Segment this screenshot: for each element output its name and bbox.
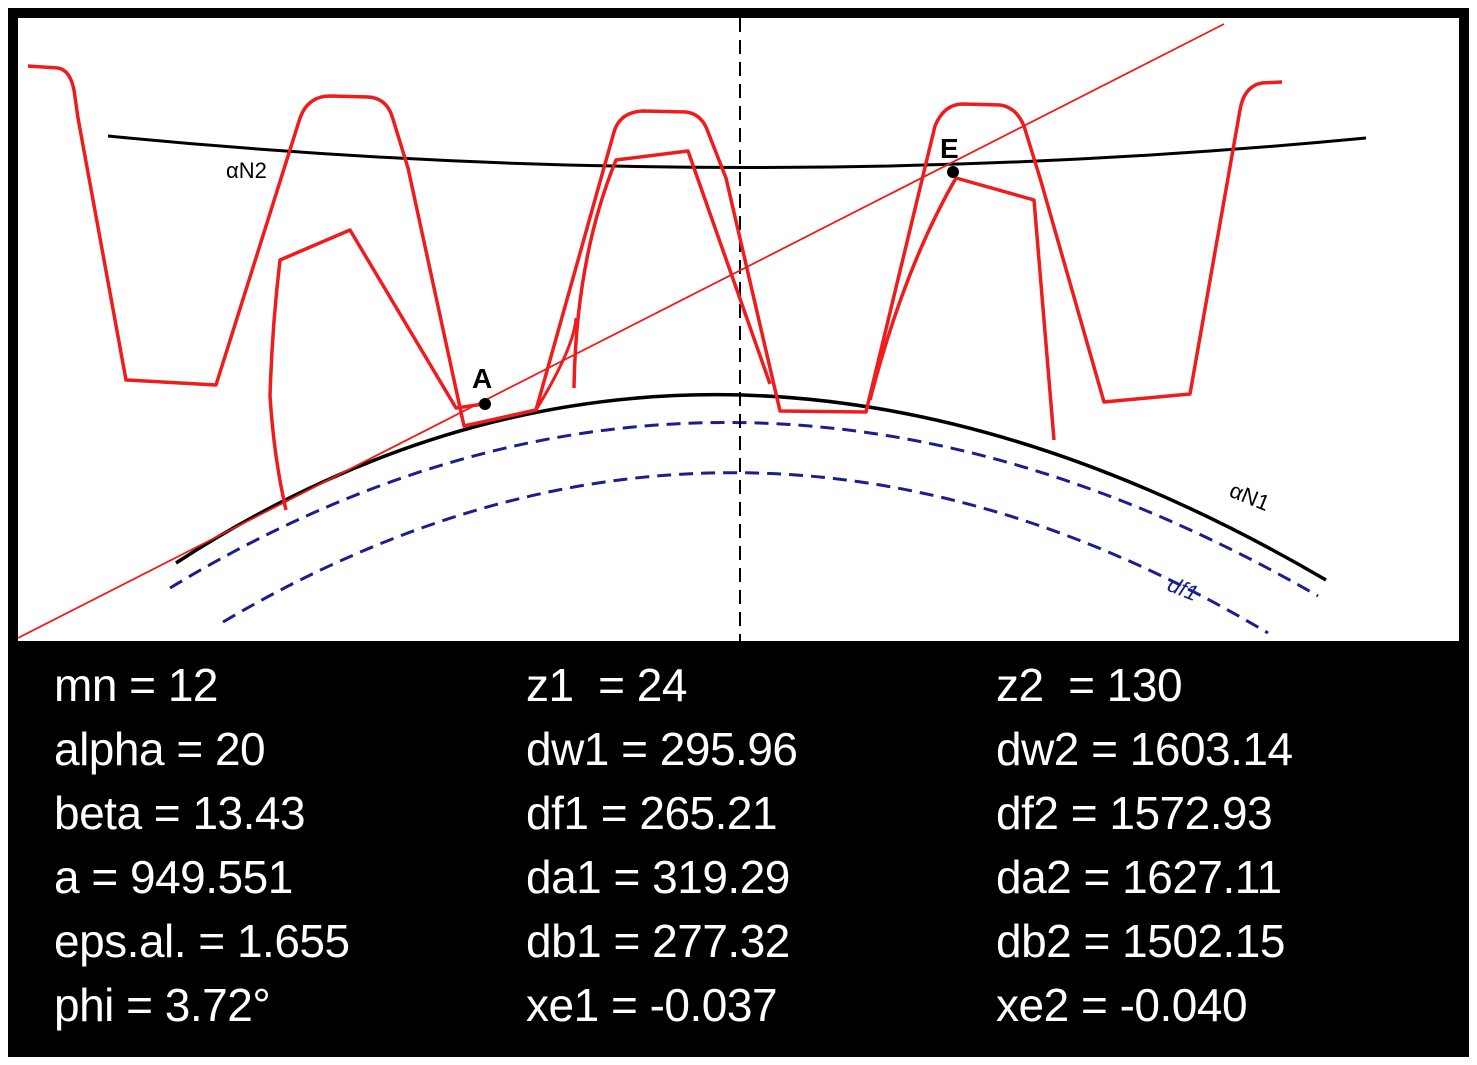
- params-column-1: mn = 12 alpha = 20 beta = 13.43 a = 949.…: [54, 653, 350, 1037]
- param-a: a = 949.551: [54, 851, 293, 903]
- contact-point-e: [947, 166, 959, 178]
- gear1-tooth-2: [572, 149, 772, 389]
- param-dw2: dw2 = 1603.14: [996, 723, 1293, 775]
- gear1-tooth-3: [868, 176, 1056, 441]
- root-circle-df1: [222, 471, 1269, 635]
- gear1-tooth-1: [268, 228, 485, 410]
- param-eps-al: eps.al. = 1.655: [54, 915, 350, 967]
- params-column-2: z1 = 24 dw1 = 295.96 df1 = 265.21 da1 = …: [526, 653, 798, 1037]
- label-point-a: A: [472, 363, 492, 394]
- param-beta: beta = 13.43: [54, 787, 306, 839]
- dashed-circle-inner: [169, 421, 1319, 598]
- param-da2: da2 = 1627.11: [996, 851, 1282, 903]
- gear-mesh-diagram: αN2 A E αN1 df1: [18, 18, 1459, 641]
- diagram-canvas: αN2 A E αN1 df1: [18, 18, 1367, 641]
- param-df1: df1 = 265.21: [526, 787, 778, 839]
- param-xe2: xe2 = -0.040: [996, 979, 1248, 1031]
- gear1-tooth-1-flank: [268, 395, 288, 511]
- param-z2: z2 = 130: [996, 659, 1183, 711]
- label-alpha-n2: αN2: [226, 158, 267, 183]
- param-xe1: xe1 = -0.037: [526, 979, 778, 1031]
- param-db2: db2 = 1502.15: [996, 915, 1285, 967]
- gear1-tooth-2-flank: [534, 317, 578, 411]
- parameter-panel: mn = 12 alpha = 20 beta = 13.43 a = 949.…: [18, 641, 1459, 1051]
- param-db1: db1 = 277.32: [526, 915, 790, 967]
- contact-point-a: [479, 398, 491, 410]
- pitch-curve-n1: [175, 393, 1327, 582]
- param-mn: mn = 12: [54, 659, 218, 711]
- label-point-e: E: [940, 133, 959, 164]
- label-df1: df1: [1164, 571, 1202, 606]
- gear2-tooth-profile: [27, 64, 1283, 428]
- pitch-curve-n2: [107, 134, 1367, 169]
- param-dw1: dw1 = 295.96: [526, 723, 798, 775]
- line-of-action: [18, 23, 1225, 639]
- param-df2: df2 = 1572.93: [996, 787, 1273, 839]
- label-alpha-n1: αN1: [1226, 477, 1273, 515]
- param-z1: z1 = 24: [526, 659, 687, 711]
- param-phi: phi = 3.72°: [54, 979, 271, 1031]
- param-da1: da1 = 319.29: [526, 851, 790, 903]
- param-alpha: alpha = 20: [54, 723, 266, 775]
- params-column-3: z2 = 130 dw2 = 1603.14 df2 = 1572.93 da2…: [996, 653, 1293, 1037]
